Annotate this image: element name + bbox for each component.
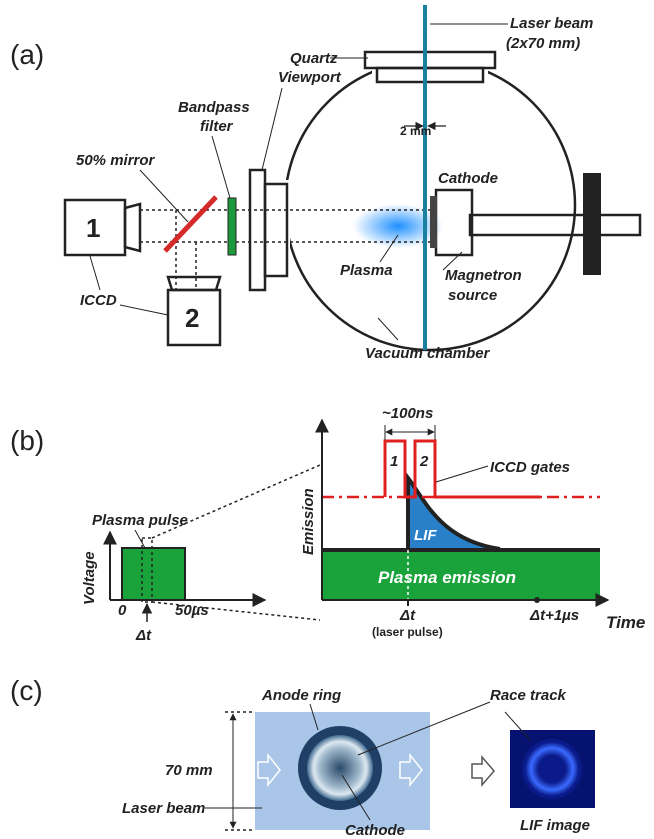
label: Cathode [438,170,498,187]
panel-a: (a) 1 2 Laser beam (2x70 mm) Quartz View… [10,5,640,362]
axis-title: Emission [300,488,317,555]
figure: (a) 1 2 Laser beam (2x70 mm) Quartz View… [0,0,654,839]
label: Vacuum chamber [365,345,491,362]
tube [470,215,640,235]
leader [135,530,145,548]
lens [125,204,140,251]
leader [378,318,398,340]
panel-label: (a) [10,39,44,70]
filter [228,198,236,255]
camera-label: 2 [185,303,199,333]
lif-ring [522,739,582,799]
cathode [430,196,437,248]
panel-label: (c) [10,675,43,706]
tick-label: Δt [399,607,416,624]
right-flange [583,173,601,275]
arrow [472,757,494,785]
leader [120,305,168,315]
label: ICCD [80,292,117,309]
label: Laser beam [510,15,593,32]
leader [140,170,188,222]
label: 2 mm [400,124,431,138]
label: filter [200,118,234,135]
voltage-pulse [122,548,185,600]
leader [262,88,282,170]
label: 70 mm [165,762,213,779]
leader [212,136,230,198]
label: Anode ring [261,687,341,704]
panel-c: (c) 70 mm Laser beam Anode ring Race tra… [10,675,595,839]
label: Δt [135,627,152,644]
label: 1 [390,453,398,470]
label: Viewport [278,69,342,86]
label: Plasma pulse [92,512,188,529]
tick-label: 0 [118,602,127,619]
label: ICCD gates [490,459,570,476]
panel-label: (b) [10,425,44,456]
label: ~100ns [382,405,433,422]
axis-title: Time [606,613,645,632]
leader [436,466,488,482]
tick-label: 50µs [175,602,209,619]
tick-label: (laser pulse) [372,625,443,639]
label: (2x70 mm) [506,35,580,52]
label: Race track [490,687,567,704]
label: Plasma [340,262,393,279]
label: source [448,287,497,304]
tick [534,597,540,603]
label: Laser beam [122,800,205,817]
label: Plasma emission [378,568,516,587]
label: Bandpass [178,99,250,116]
label: Cathode [345,822,405,839]
leader [90,256,100,290]
camera-label: 1 [86,213,100,243]
panel-b: (b) Plasma pulse Voltage 0 50µs Δt ~100n… [10,405,645,644]
label: 2 [419,453,429,470]
cathode-target [307,735,373,801]
label: 50% mirror [76,152,156,169]
label: Magnetron [445,267,522,284]
axis-title: Voltage [81,551,98,605]
label: LIF [414,527,437,544]
label: LIF image [520,817,590,834]
tick-label: Δt+1µs [529,607,579,624]
